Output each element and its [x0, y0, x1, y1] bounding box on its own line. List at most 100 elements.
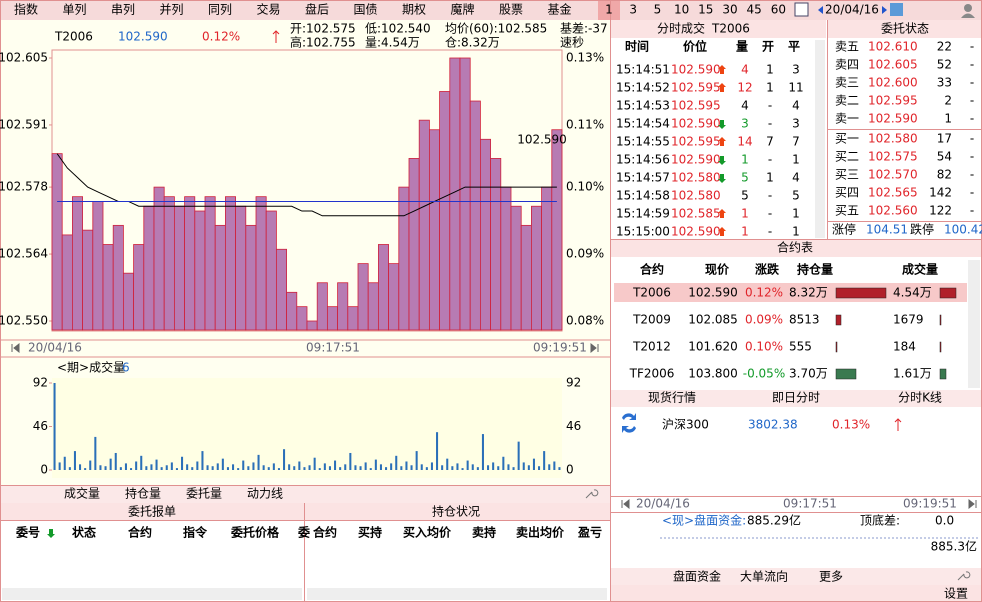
tab[interactable]: 成交量 — [64, 486, 100, 501]
period-button[interactable]: 60 — [771, 3, 786, 17]
period-button[interactable]: 5 — [654, 3, 662, 17]
up-arrow — [718, 83, 726, 92]
book-level: 买五 — [835, 204, 859, 218]
scrollbar[interactable] — [968, 260, 980, 388]
volume-bar — [170, 462, 173, 470]
book-level: 买四 — [835, 186, 859, 200]
tab[interactable]: 分时K线 — [898, 391, 942, 405]
volume-bar — [160, 467, 163, 470]
prev-date[interactable] — [818, 6, 823, 14]
tab[interactable]: 大单流向 — [740, 569, 788, 584]
trade-open: - — [768, 189, 772, 203]
down-arrow — [47, 529, 55, 538]
stat: 高:102.755 — [290, 35, 356, 50]
trade-price: 102.595 — [671, 81, 721, 95]
scrollbar[interactable] — [2, 588, 302, 600]
book-volume: 2 — [944, 94, 952, 108]
period-button[interactable]: 45 — [747, 3, 762, 17]
column-header: 合约 — [313, 525, 337, 540]
trade-open: 1 — [766, 63, 774, 77]
tab[interactable]: 股票 — [499, 3, 523, 17]
tab[interactable]: 即日分时 — [772, 391, 820, 405]
column-header: 开 — [762, 40, 774, 54]
tab[interactable]: 委托量 — [186, 487, 222, 501]
tab[interactable]: 持仓量 — [125, 486, 161, 501]
tab[interactable]: 期权 — [402, 3, 426, 17]
column-header: 买持 — [358, 525, 382, 540]
price-step — [214, 224, 226, 331]
settings-button[interactable]: 设置 — [944, 587, 968, 601]
tab[interactable]: 基金 — [547, 2, 571, 17]
tab[interactable]: 魔牌 — [450, 2, 474, 17]
tab[interactable]: 盘面资金 — [673, 569, 721, 584]
tab[interactable]: 盘后 — [305, 2, 329, 17]
trade-close: 1 — [792, 207, 800, 221]
trade-volume: 12 — [737, 81, 752, 95]
volume-bar — [63, 456, 66, 470]
volume-bar — [436, 432, 439, 470]
x-label: 09:17:51 — [783, 497, 837, 511]
spread-label: 顶底差: — [860, 513, 900, 528]
price-step — [541, 186, 553, 331]
fund-tick: 885.3亿 — [931, 539, 977, 554]
contract-price: 102.085 — [688, 313, 738, 327]
index-name: 沪深300 — [662, 418, 709, 432]
volume-bar — [939, 314, 942, 326]
user-icon[interactable] — [964, 4, 972, 12]
tab[interactable]: 串列 — [111, 3, 135, 17]
tab[interactable]: 并列 — [159, 3, 183, 17]
trade-time: 15:14:58 — [616, 189, 670, 203]
edit-icon[interactable] — [794, 2, 809, 17]
tab[interactable]: 现货行情 — [648, 390, 696, 405]
book-change: - — [970, 94, 974, 108]
up-arrow — [894, 418, 902, 431]
volume-bar — [257, 454, 260, 470]
tab[interactable]: 单列 — [62, 3, 86, 17]
price-step — [510, 205, 522, 331]
volume-bar — [303, 467, 306, 470]
tab[interactable]: 交易 — [256, 2, 280, 17]
contracts-header-bg — [611, 240, 982, 257]
limit: 100.42 — [944, 223, 982, 237]
next-date[interactable] — [882, 6, 887, 14]
volume-bar — [186, 464, 189, 470]
calendar-icon[interactable] — [890, 3, 903, 16]
book-volume: 52 — [937, 58, 952, 72]
trade-time: 15:14:54 — [616, 117, 670, 131]
period-button[interactable]: 10 — [674, 3, 689, 17]
trade-volume: 14 — [737, 135, 752, 149]
period-button[interactable]: 15 — [698, 3, 713, 17]
refresh-icon[interactable] — [622, 413, 636, 433]
period-button[interactable]: 1 — [605, 3, 613, 17]
user-icon[interactable] — [961, 13, 975, 19]
tab[interactable]: 动力线 — [247, 487, 283, 501]
column-header: 涨跌 — [755, 262, 780, 277]
trade-open: 1 — [766, 81, 774, 95]
tab[interactable]: 国债 — [353, 3, 377, 17]
y2-tick-label: 92 — [566, 376, 581, 390]
book-change: - — [970, 204, 974, 218]
contract-change: 0.09% — [745, 313, 783, 327]
volume-bar — [522, 462, 525, 470]
volume-bar — [456, 463, 459, 470]
tab[interactable]: 同列 — [208, 3, 232, 17]
volume-bar — [181, 456, 184, 470]
volume-bar — [344, 464, 347, 470]
book-volume: 17 — [937, 132, 952, 146]
period-button[interactable]: 3 — [629, 3, 637, 17]
scroll-end — [590, 342, 599, 354]
tab[interactable]: 指数 — [14, 2, 38, 17]
column-header: 委号 — [15, 525, 40, 540]
tab[interactable]: 更多 — [819, 570, 843, 584]
contract-volume: 1.61万 — [893, 367, 932, 381]
trade-time: 15:14:59 — [616, 207, 670, 221]
column-header: 指令 — [183, 525, 208, 540]
volume-bar — [114, 452, 117, 470]
scrollbar[interactable] — [307, 588, 607, 600]
contract-hold: 8513 — [789, 313, 820, 327]
trade-price: 102.590 — [671, 117, 721, 131]
period-button[interactable]: 30 — [722, 3, 737, 17]
y-tick-label: 92 — [33, 376, 48, 390]
volume-bar — [538, 466, 541, 470]
scrollbar[interactable] — [815, 40, 825, 238]
